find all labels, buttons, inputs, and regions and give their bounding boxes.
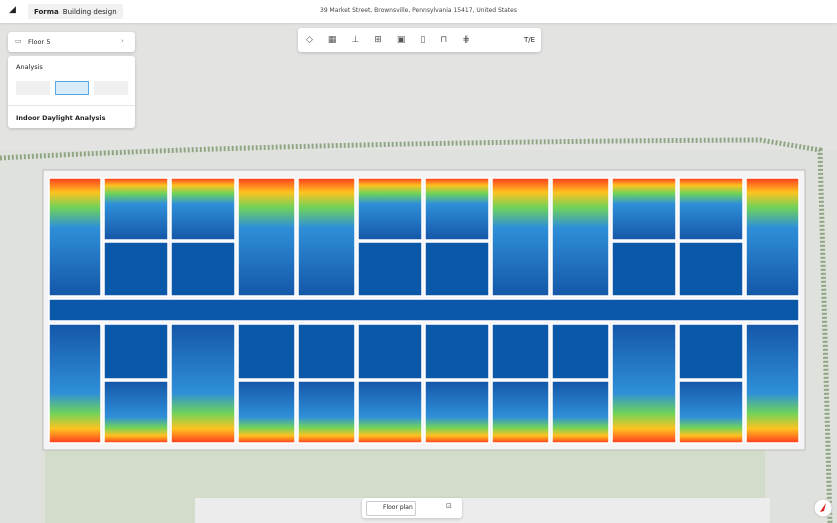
room xyxy=(678,241,744,297)
room xyxy=(48,298,800,322)
analysis-btn-active[interactable] xyxy=(55,81,89,95)
room xyxy=(611,241,677,297)
analysis-btn[interactable] xyxy=(16,81,50,95)
room xyxy=(551,323,610,380)
te-button[interactable]: T/E xyxy=(524,36,536,44)
room xyxy=(237,177,296,297)
room xyxy=(424,380,490,444)
bottom-toolbar: Floor plan ⊡ xyxy=(362,498,462,518)
room xyxy=(170,241,236,297)
chevron: › xyxy=(121,37,124,45)
app-switcher[interactable]: Forma Building design xyxy=(28,4,123,19)
logo-mark[interactable]: ◢ xyxy=(9,5,16,15)
mode: Building design xyxy=(62,7,117,16)
analysis-panel: Analysis Indoor Daylight Analysis xyxy=(8,56,135,128)
analysis-name: Indoor Daylight Analysis xyxy=(16,114,106,122)
room xyxy=(103,241,169,297)
floor-plan xyxy=(48,177,800,444)
room xyxy=(424,177,490,241)
room xyxy=(551,380,610,444)
export-icon[interactable]: ⊡ xyxy=(446,502,452,510)
room xyxy=(48,323,102,444)
room xyxy=(491,323,550,380)
room xyxy=(357,177,423,241)
floor-panel[interactable]: Floor 5 ▭ › xyxy=(8,32,135,52)
room xyxy=(297,323,356,380)
room xyxy=(103,323,169,380)
room xyxy=(745,177,800,297)
divider xyxy=(8,105,135,106)
room xyxy=(237,323,296,380)
room xyxy=(745,323,800,444)
view-label: Floor plan xyxy=(383,504,413,511)
room xyxy=(170,177,236,241)
room xyxy=(357,380,423,444)
room xyxy=(611,177,677,241)
analysis-label[interactable]: Analysis xyxy=(16,63,43,71)
room xyxy=(297,380,356,444)
room xyxy=(297,177,356,297)
floor-label: Floor 5 xyxy=(28,38,51,46)
analysis-btn[interactable] xyxy=(94,81,128,95)
room xyxy=(491,380,550,444)
toolbar: ◇ ▦ ⊥ ⊞ ▣ ▯ ⊓ ⋕ T/E xyxy=(298,28,541,52)
top-bar: ◢ Forma Building design 39 Market Street… xyxy=(0,0,837,23)
room xyxy=(678,380,744,444)
view-select[interactable] xyxy=(366,501,416,516)
address: 39 Market Street, Brownsville, Pennsylva… xyxy=(320,7,517,14)
room xyxy=(551,177,610,297)
path xyxy=(195,498,770,523)
room xyxy=(678,177,744,241)
room xyxy=(611,323,677,444)
logo: Forma xyxy=(34,7,59,16)
floor-icon: ▭ xyxy=(15,37,22,45)
room xyxy=(48,177,102,297)
site-boundary xyxy=(0,137,833,523)
room xyxy=(424,241,490,297)
room xyxy=(357,323,423,380)
tool-icons[interactable]: ◇ ▦ ⊥ ⊞ ▣ ▯ ⊓ ⋕ xyxy=(306,35,470,45)
room xyxy=(678,323,744,380)
room xyxy=(103,177,169,241)
room xyxy=(103,380,169,444)
room xyxy=(424,323,490,380)
room xyxy=(170,323,236,444)
room xyxy=(491,177,550,297)
compass-needle xyxy=(820,503,826,512)
room xyxy=(237,380,296,444)
room xyxy=(357,241,423,297)
